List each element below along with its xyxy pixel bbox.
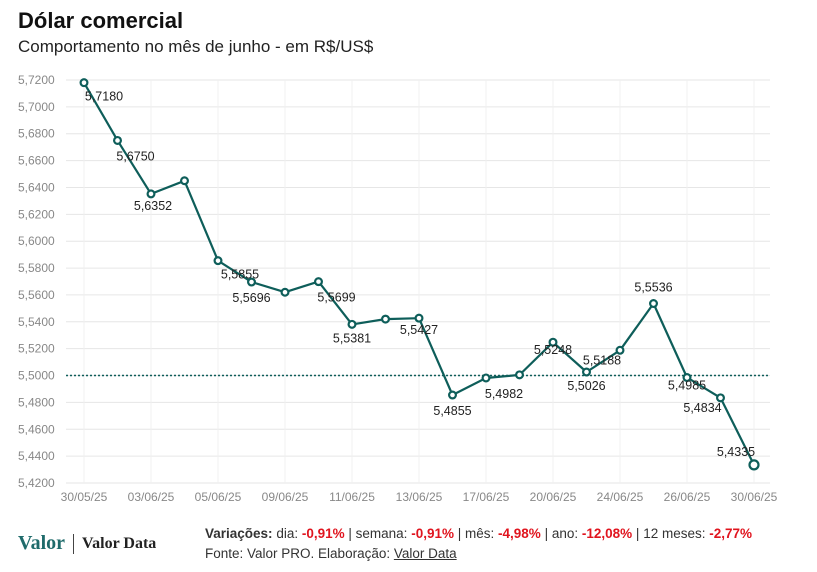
day-value: -0,91% [301, 526, 345, 541]
data-label: 5,4985 [668, 379, 706, 393]
data-point [314, 277, 324, 287]
x-tick-label: 11/06/25 [329, 490, 375, 504]
chart-title: Dólar comercial [18, 8, 184, 33]
data-label: 5,6750 [116, 149, 154, 163]
data-label: 5,5427 [400, 323, 438, 337]
variations-line: Variações: dia: -0,91% | semana: -0,91% … [205, 526, 753, 541]
data-label: 5,5699 [317, 291, 355, 305]
x-tick-label: 30/06/25 [731, 490, 778, 504]
data-label: 5,7180 [85, 90, 123, 104]
data-label: 5,4982 [485, 387, 523, 401]
logo-divider [73, 533, 75, 554]
x-tick-label: 20/06/25 [530, 490, 577, 504]
data-point [648, 299, 658, 309]
data-label: 5,4855 [433, 404, 471, 418]
twelve-months-value: -2,77% [709, 526, 753, 541]
data-point [280, 287, 290, 297]
data-label: 5,5188 [583, 353, 621, 367]
day-label: dia: [276, 526, 299, 541]
y-tick-label: 5,6200 [18, 207, 55, 221]
data-point [347, 319, 357, 329]
y-tick-label: 5,5800 [18, 261, 55, 275]
data-label: 5,4834 [683, 401, 721, 415]
source-line: Fonte: Valor PRO. Elaboração: Valor Data [205, 546, 457, 561]
y-tick-label: 5,7200 [18, 73, 55, 87]
source-prefix: Fonte: Valor PRO. Elaboração: [205, 546, 391, 561]
data-point [112, 135, 122, 145]
twelve-months-label: 12 meses: [643, 526, 706, 541]
y-tick-label: 5,6000 [18, 234, 55, 248]
x-tick-label: 05/06/25 [195, 490, 242, 504]
data-point [682, 373, 692, 383]
data-label: 5,6352 [134, 199, 172, 213]
y-tick-label: 5,6800 [18, 127, 55, 141]
data-point [414, 313, 424, 323]
data-label: 5,5536 [634, 281, 672, 295]
data-point [514, 370, 524, 380]
data-label: 5,5026 [567, 379, 605, 393]
y-tick-label: 5,4400 [18, 449, 55, 463]
year-value: -12,08% [581, 526, 633, 541]
data-point [481, 373, 491, 383]
data-point [615, 345, 625, 355]
week-value: -0,91% [411, 526, 454, 541]
year-label: ano: [551, 526, 579, 541]
week-label: semana: [355, 526, 408, 541]
x-tick-label: 30/05/25 [61, 490, 108, 504]
data-point [715, 393, 725, 403]
y-tick-label: 5,4800 [18, 395, 55, 409]
chart-subtitle: Comportamento no mês de junho - em R$/US… [18, 37, 374, 56]
data-point [79, 78, 89, 88]
data-point [381, 314, 391, 324]
y-tick-label: 5,5000 [18, 369, 55, 383]
x-tick-label: 17/06/25 [463, 490, 510, 504]
month-label: mês: [465, 526, 495, 541]
line-chart: 5,7200 5,7000 5,6800 5,6600 5,6400 5,6200 5,60… [18, 73, 778, 504]
data-point [748, 459, 760, 471]
y-tick-label: 5,4600 [18, 422, 55, 436]
month-value: -4,98% [498, 526, 541, 541]
y-tick-label: 5,5400 [18, 315, 55, 329]
data-label: 5,5248 [534, 343, 572, 357]
y-tick-label: 5,6400 [18, 180, 55, 194]
x-tick-label: 13/06/25 [396, 490, 443, 504]
data-point [548, 337, 558, 347]
variations-label: Variações: [205, 526, 273, 541]
y-tick-label: 5,6600 [18, 154, 55, 168]
valor-logo: Valor Valor Data [18, 532, 156, 555]
data-label: 5,5381 [333, 331, 371, 345]
x-tick-label: 09/06/25 [262, 490, 309, 504]
x-tick-label: 24/06/25 [597, 490, 644, 504]
x-tick-label: 03/06/25 [128, 490, 175, 504]
valor-data-logo-text: Valor Data [82, 534, 157, 552]
data-point [146, 189, 156, 199]
data-label: 5,4335 [717, 445, 755, 459]
data-point [213, 256, 223, 266]
data-point [180, 176, 190, 186]
y-tick-label: 5,5600 [18, 288, 55, 302]
y-tick-label: 5,5200 [18, 342, 55, 356]
footer: Valor Valor Data Variações: dia: -0,91% … [0, 520, 817, 572]
x-tick-label: 26/06/25 [664, 490, 711, 504]
data-point [247, 277, 257, 287]
data-point [581, 367, 591, 377]
source-link[interactable]: Valor Data [393, 546, 457, 561]
y-tick-label: 5,7000 [18, 100, 55, 114]
data-label: 5,5696 [232, 291, 270, 305]
valor-logo-text: Valor [18, 532, 66, 554]
data-point [448, 390, 458, 400]
y-tick-label: 5,4200 [18, 476, 55, 490]
